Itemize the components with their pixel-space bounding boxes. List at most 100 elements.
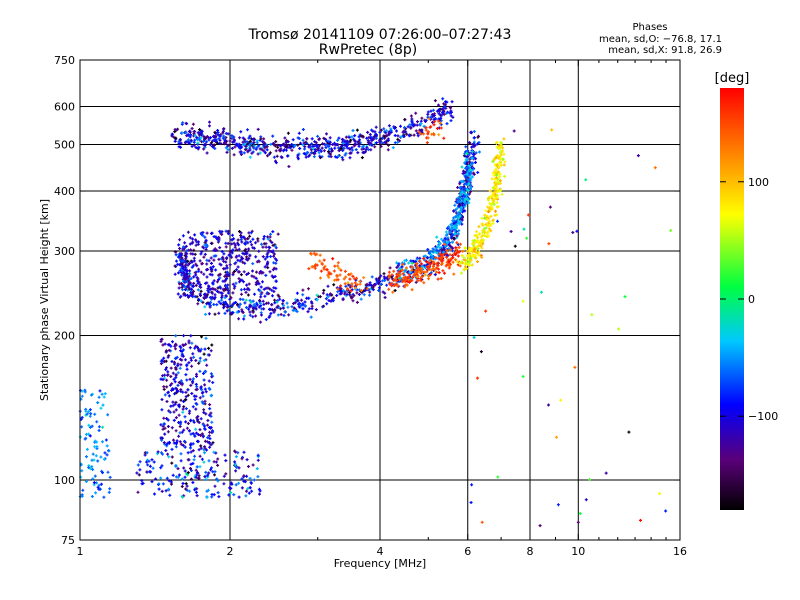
data-point (381, 136, 385, 140)
data-point (175, 439, 179, 443)
data-point (325, 132, 328, 136)
data-point (393, 289, 397, 292)
data-point (213, 143, 216, 147)
data-point (172, 418, 176, 422)
data-point (469, 258, 473, 262)
data-point (343, 140, 347, 144)
data-point (403, 285, 407, 289)
data-point (345, 292, 349, 296)
data-point (573, 365, 577, 369)
data-point (163, 373, 167, 377)
data-point (96, 401, 100, 405)
data-point (475, 240, 478, 244)
data-point (451, 219, 455, 223)
data-point (234, 469, 238, 473)
data-point (210, 273, 214, 277)
data-point (107, 449, 111, 453)
data-point (538, 524, 542, 528)
data-point (436, 261, 440, 265)
data-point (178, 282, 181, 286)
data-point (460, 197, 464, 201)
data-point (399, 124, 402, 128)
data-point (178, 431, 182, 435)
data-point (182, 245, 185, 249)
data-point (195, 431, 198, 435)
data-point (93, 412, 97, 416)
data-point (399, 269, 403, 273)
data-point (468, 260, 472, 264)
data-point (180, 352, 184, 356)
data-point (472, 136, 476, 140)
data-point (320, 261, 324, 265)
data-point (475, 251, 479, 255)
data-point (222, 474, 226, 478)
data-point (208, 430, 212, 434)
data-point (199, 299, 203, 303)
data-point (182, 466, 186, 470)
data-point (437, 108, 441, 111)
data-point (179, 442, 183, 446)
data-point (445, 122, 449, 126)
data-point (271, 243, 275, 247)
data-point (194, 284, 198, 287)
data-point (492, 200, 496, 204)
data-point (94, 454, 98, 458)
data-point (174, 408, 178, 412)
data-point (490, 197, 494, 200)
data-point (160, 337, 164, 341)
data-point (225, 150, 229, 154)
data-point (107, 490, 111, 494)
data-point (212, 135, 215, 139)
data-point (350, 135, 354, 139)
data-point (224, 472, 228, 476)
data-point (190, 341, 194, 345)
data-point (237, 481, 241, 485)
data-point (183, 398, 187, 402)
data-point (341, 141, 345, 145)
data-point (261, 280, 264, 284)
data-point (388, 266, 392, 270)
data-point (188, 409, 192, 413)
data-point (184, 395, 188, 399)
data-point (204, 390, 208, 394)
data-point (415, 268, 419, 272)
data-point (501, 146, 504, 150)
data-point (181, 234, 185, 238)
data-point (286, 131, 290, 135)
data-point (177, 286, 181, 290)
data-point (414, 111, 418, 115)
data-point (212, 258, 216, 262)
data-point (467, 153, 471, 157)
data-point (224, 300, 227, 304)
data-point (386, 139, 390, 143)
data-point (202, 411, 206, 414)
data-point (138, 468, 142, 472)
data-point (248, 486, 252, 490)
data-point (168, 493, 172, 497)
data-point (170, 461, 174, 465)
data-point (187, 429, 191, 433)
data-point (412, 133, 416, 137)
data-point (162, 416, 166, 420)
data-point (268, 239, 272, 243)
data-point (370, 275, 374, 279)
data-point (267, 249, 271, 252)
data-point (166, 418, 170, 422)
chart-subtitle: RwPretec (8p) (319, 42, 417, 58)
data-point (441, 107, 445, 111)
data-point (422, 257, 426, 261)
data-point (287, 313, 291, 317)
data-point (169, 366, 173, 370)
data-point (397, 274, 401, 278)
data-point (235, 142, 239, 146)
data-point (319, 269, 323, 273)
data-point (269, 232, 272, 236)
data-point (196, 439, 200, 443)
data-point (463, 246, 467, 250)
data-point (273, 298, 277, 302)
data-point (193, 134, 197, 138)
data-point (216, 457, 220, 461)
data-point (101, 425, 105, 429)
data-point (471, 239, 475, 243)
data-point (494, 156, 498, 160)
